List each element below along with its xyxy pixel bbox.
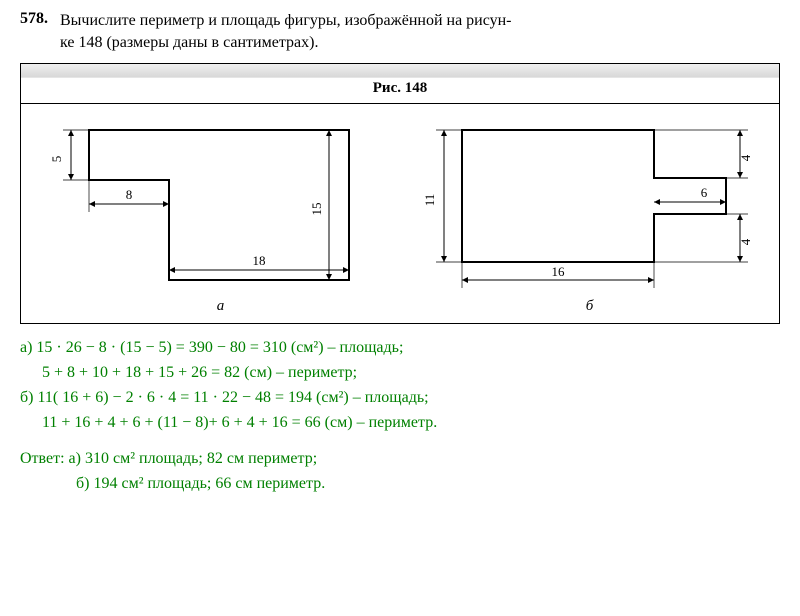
solution-block: а) 15 · 26 − 8 · (15 − 5) = 390 − 80 = 3… xyxy=(20,336,780,435)
figure-title-bar xyxy=(21,64,779,78)
dim-4l: 4 xyxy=(738,238,753,245)
problem-number: 578. xyxy=(20,10,48,28)
shape-b-svg: 11 4 4 6 16 xyxy=(420,112,760,292)
answer-line1: Ответ: а) 310 см² площадь; 82 см перимет… xyxy=(20,447,780,471)
problem-text-line2: ке 148 (размеры даны в сантиметрах). xyxy=(60,34,318,51)
answer-block: Ответ: а) 310 см² площадь; 82 см перимет… xyxy=(20,447,780,496)
dim-6: 6 xyxy=(700,185,707,200)
dim-5: 5 xyxy=(49,156,64,163)
solution-a2: 5 + 8 + 10 + 18 + 15 + 26 = 82 (см) – пе… xyxy=(20,361,780,385)
shape-b-label: б xyxy=(420,298,760,315)
dim-11: 11 xyxy=(422,194,437,207)
shape-a-column: 5 8 15 18 а xyxy=(41,112,401,315)
dim-8: 8 xyxy=(125,187,132,202)
figure-content: 5 8 15 18 а xyxy=(21,103,779,323)
problem-text: Вычислите периметр и площадь фигуры, изо… xyxy=(60,10,780,55)
answer-line2: б) 194 см² площадь; 66 см периметр. xyxy=(20,472,780,496)
dim-18: 18 xyxy=(252,253,265,268)
solution-b2: 11 + 16 + 4 + 6 + (11 − 8)+ 6 + 4 + 16 =… xyxy=(20,411,780,435)
problem-text-line1: Вычислите периметр и площадь фигуры, изо… xyxy=(60,12,512,29)
problem-header: 578. Вычислите периметр и площадь фигуры… xyxy=(20,10,780,55)
solution-a1: а) 15 · 26 − 8 · (15 − 5) = 390 − 80 = 3… xyxy=(20,336,780,360)
shape-a-svg: 5 8 15 18 xyxy=(41,112,401,292)
dim-15: 15 xyxy=(309,202,324,215)
figure-box: Рис. 148 5 xyxy=(20,63,780,324)
shape-b-outline xyxy=(462,130,726,262)
figure-title: Рис. 148 xyxy=(21,78,779,103)
shape-b-column: 11 4 4 6 16 б xyxy=(420,112,760,315)
dim-16: 16 xyxy=(551,264,565,279)
dim-4u: 4 xyxy=(738,154,753,161)
solution-b1: б) 11( 16 + 6) − 2 · 6 · 4 = 11 · 22 − 4… xyxy=(20,386,780,410)
shape-a-label: а xyxy=(41,298,401,315)
